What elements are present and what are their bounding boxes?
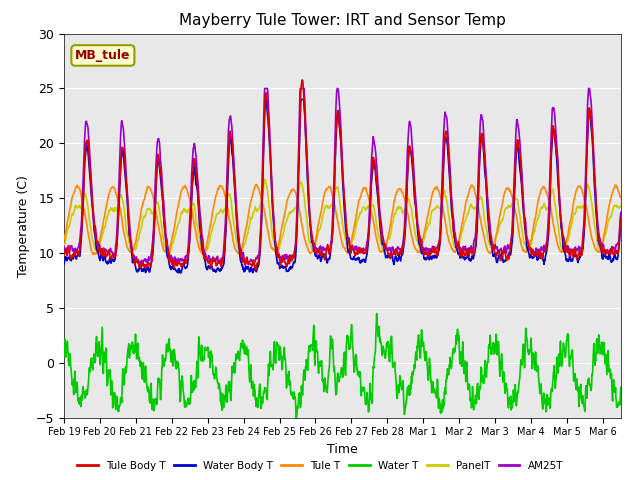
PanelT (60, 244, 68, 250)
Y-axis label: Temperature (C): Temperature (C) (17, 175, 30, 276)
Tule Body T (252, 267, 260, 273)
PanelT (261, 177, 269, 182)
Water Body T (297, 96, 305, 102)
Water T (60, 354, 68, 360)
Text: MB_tule: MB_tule (75, 49, 131, 62)
Tule T (221, 193, 229, 199)
PanelT (272, 246, 280, 252)
Line: PanelT: PanelT (64, 180, 621, 255)
Tule T (161, 247, 168, 253)
Water Body T (221, 245, 229, 251)
PanelT (482, 224, 490, 229)
AM25T (482, 171, 490, 177)
Tule T (544, 193, 552, 199)
Water T (373, 311, 381, 317)
Tule T (89, 252, 97, 257)
Tule Body T (221, 247, 228, 253)
AM25T (221, 231, 228, 237)
Water T (221, 393, 228, 399)
Water T (292, 417, 300, 423)
Water Body T (171, 265, 179, 271)
Tule Body T (272, 240, 280, 246)
Line: Water Body T: Water Body T (64, 99, 621, 273)
Tule T (171, 222, 179, 228)
AM25T (241, 262, 249, 268)
AM25T (261, 85, 269, 91)
AM25T (544, 226, 552, 231)
Tule Body T (160, 218, 168, 224)
Water T (544, 398, 552, 404)
AM25T (272, 243, 280, 249)
AM25T (60, 244, 68, 250)
Water Body T (177, 270, 185, 276)
Tule T (60, 237, 68, 242)
Legend: Tule Body T, Water Body T, Tule T, Water T, PanelT, AM25T: Tule Body T, Water Body T, Tule T, Water… (72, 456, 568, 475)
Tule Body T (60, 249, 68, 255)
Water T (271, 354, 279, 360)
Line: Water T: Water T (64, 314, 621, 420)
Water Body T (482, 180, 490, 186)
Tule Body T (171, 262, 179, 268)
Water T (171, 349, 179, 355)
Tule Body T (544, 234, 552, 240)
Tule T (272, 248, 280, 254)
PanelT (617, 203, 625, 209)
AM25T (617, 210, 625, 216)
Tule T (617, 195, 625, 201)
Tule Body T (299, 77, 307, 83)
Water Body T (160, 218, 168, 224)
Tule Body T (617, 215, 625, 221)
Tule T (253, 181, 260, 187)
Water Body T (617, 215, 625, 220)
PanelT (160, 241, 168, 247)
Line: Tule T: Tule T (64, 184, 621, 254)
Water Body T (544, 239, 552, 244)
Line: AM25T: AM25T (64, 88, 621, 265)
Water T (617, 384, 625, 390)
Tule T (482, 243, 490, 249)
Water T (482, 367, 490, 372)
Water T (160, 363, 168, 369)
X-axis label: Time: Time (327, 443, 358, 456)
PanelT (544, 204, 552, 210)
PanelT (221, 205, 229, 211)
AM25T (171, 256, 179, 262)
Tule Body T (482, 180, 490, 186)
AM25T (160, 203, 168, 209)
Title: Mayberry Tule Tower: IRT and Sensor Temp: Mayberry Tule Tower: IRT and Sensor Temp (179, 13, 506, 28)
PanelT (165, 252, 173, 258)
Water Body T (272, 246, 280, 252)
Line: Tule Body T: Tule Body T (64, 80, 621, 270)
PanelT (171, 233, 179, 239)
Water Body T (60, 261, 68, 267)
